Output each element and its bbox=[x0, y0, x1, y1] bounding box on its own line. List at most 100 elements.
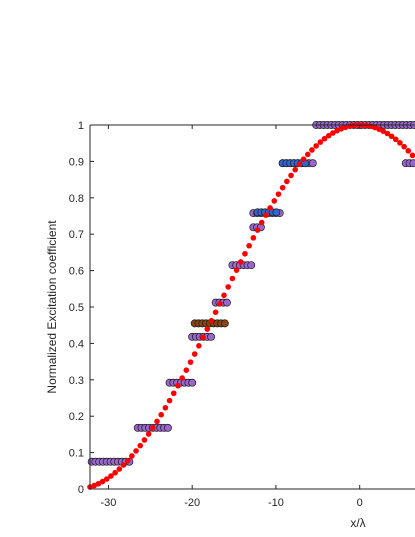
data-point bbox=[250, 235, 257, 241]
data-point bbox=[120, 462, 127, 468]
data-point bbox=[292, 166, 299, 173]
data-point bbox=[254, 227, 261, 233]
data-point bbox=[225, 284, 232, 290]
data-point bbox=[141, 437, 148, 443]
y-tick-label: 0.9 bbox=[69, 156, 84, 168]
x-tick-label: -20 bbox=[184, 497, 200, 509]
data-point bbox=[170, 390, 177, 397]
data-point bbox=[179, 375, 185, 381]
data-point bbox=[313, 143, 319, 149]
data-point bbox=[247, 261, 256, 270]
y-tick-label: 0.5 bbox=[69, 302, 84, 314]
y-tick-label: 0 bbox=[78, 484, 84, 496]
tick-layer: 0 0.1 0.2 0.3 0.4 0.5 0.6 0.7 0.8 0.9 1 -30 -20 -10 0 bbox=[69, 120, 363, 509]
data-point bbox=[342, 124, 349, 131]
y-tick-label: 0.3 bbox=[69, 375, 84, 387]
data-point bbox=[263, 212, 269, 218]
data-point bbox=[325, 132, 332, 139]
data-point bbox=[308, 159, 317, 168]
data-point bbox=[191, 351, 198, 357]
data-point bbox=[162, 404, 169, 411]
data-point bbox=[409, 152, 415, 159]
data-point bbox=[397, 140, 403, 146]
data-point bbox=[279, 184, 286, 191]
data-point bbox=[272, 208, 281, 217]
data-point bbox=[217, 300, 223, 307]
data-point bbox=[207, 332, 215, 341]
data-point bbox=[212, 309, 219, 316]
data-point bbox=[242, 250, 248, 257]
data-point bbox=[401, 143, 407, 150]
data-point bbox=[258, 219, 265, 226]
y-tick-label: 1 bbox=[78, 120, 84, 132]
y-axis-label: Normalized Excitation coefficient bbox=[45, 220, 59, 394]
data-point bbox=[124, 457, 131, 464]
data-point bbox=[175, 382, 181, 389]
data-point bbox=[229, 275, 236, 282]
data-point bbox=[133, 448, 139, 454]
data-point bbox=[271, 198, 278, 204]
data-point bbox=[103, 476, 110, 482]
data-point bbox=[187, 359, 194, 365]
data-point bbox=[384, 130, 391, 137]
data-point bbox=[246, 242, 252, 249]
data-point bbox=[237, 259, 244, 265]
data-point bbox=[330, 130, 336, 136]
y-tick-label: 0.7 bbox=[69, 229, 84, 241]
plot-background bbox=[90, 125, 415, 489]
data-point bbox=[200, 334, 206, 341]
data-point bbox=[223, 298, 231, 307]
data-point bbox=[300, 156, 307, 163]
y-tick-label: 0.8 bbox=[69, 193, 84, 205]
data-point bbox=[99, 478, 106, 485]
data-point bbox=[129, 453, 135, 459]
data-point bbox=[208, 317, 215, 324]
data-point bbox=[288, 172, 294, 179]
data-point bbox=[163, 423, 172, 432]
data-point bbox=[309, 147, 315, 153]
y-tick-label: 0.1 bbox=[69, 448, 84, 460]
data-point bbox=[158, 411, 164, 418]
data-point bbox=[150, 425, 156, 431]
data-point bbox=[275, 191, 282, 197]
data-point bbox=[91, 482, 97, 489]
data-point bbox=[116, 466, 123, 472]
x-tick-label: 0 bbox=[357, 497, 363, 509]
data-point bbox=[95, 480, 102, 487]
data-point bbox=[304, 151, 311, 158]
data-point bbox=[405, 148, 412, 154]
data-point bbox=[317, 139, 324, 145]
data-point bbox=[334, 127, 340, 134]
data-point bbox=[284, 178, 290, 185]
data-point bbox=[188, 378, 197, 387]
data-point bbox=[166, 397, 173, 404]
series-layer bbox=[87, 121, 415, 490]
data-point bbox=[363, 122, 370, 129]
data-point bbox=[392, 136, 399, 143]
data-point bbox=[220, 319, 229, 328]
data-point bbox=[204, 326, 211, 332]
data-point bbox=[221, 292, 227, 299]
x-tick-label: -30 bbox=[100, 497, 116, 509]
data-point bbox=[388, 133, 395, 140]
data-point bbox=[112, 469, 118, 476]
data-point bbox=[154, 418, 160, 425]
data-point bbox=[233, 267, 240, 273]
data-point bbox=[409, 159, 415, 168]
data-point bbox=[145, 431, 152, 437]
y-tick-label: 0.2 bbox=[69, 411, 84, 423]
data-point bbox=[376, 126, 382, 132]
data-point bbox=[183, 367, 190, 373]
data-point bbox=[196, 342, 202, 349]
data-point bbox=[108, 473, 114, 479]
series-0 bbox=[87, 122, 415, 490]
data-point bbox=[321, 135, 328, 142]
y-tick-label: 0.4 bbox=[69, 338, 84, 350]
x-tick-label: -10 bbox=[268, 497, 284, 509]
y-tick-label: 0.6 bbox=[69, 266, 84, 278]
data-point bbox=[137, 442, 144, 449]
data-point bbox=[380, 128, 386, 134]
data-point bbox=[267, 205, 273, 211]
data-point bbox=[296, 161, 303, 168]
